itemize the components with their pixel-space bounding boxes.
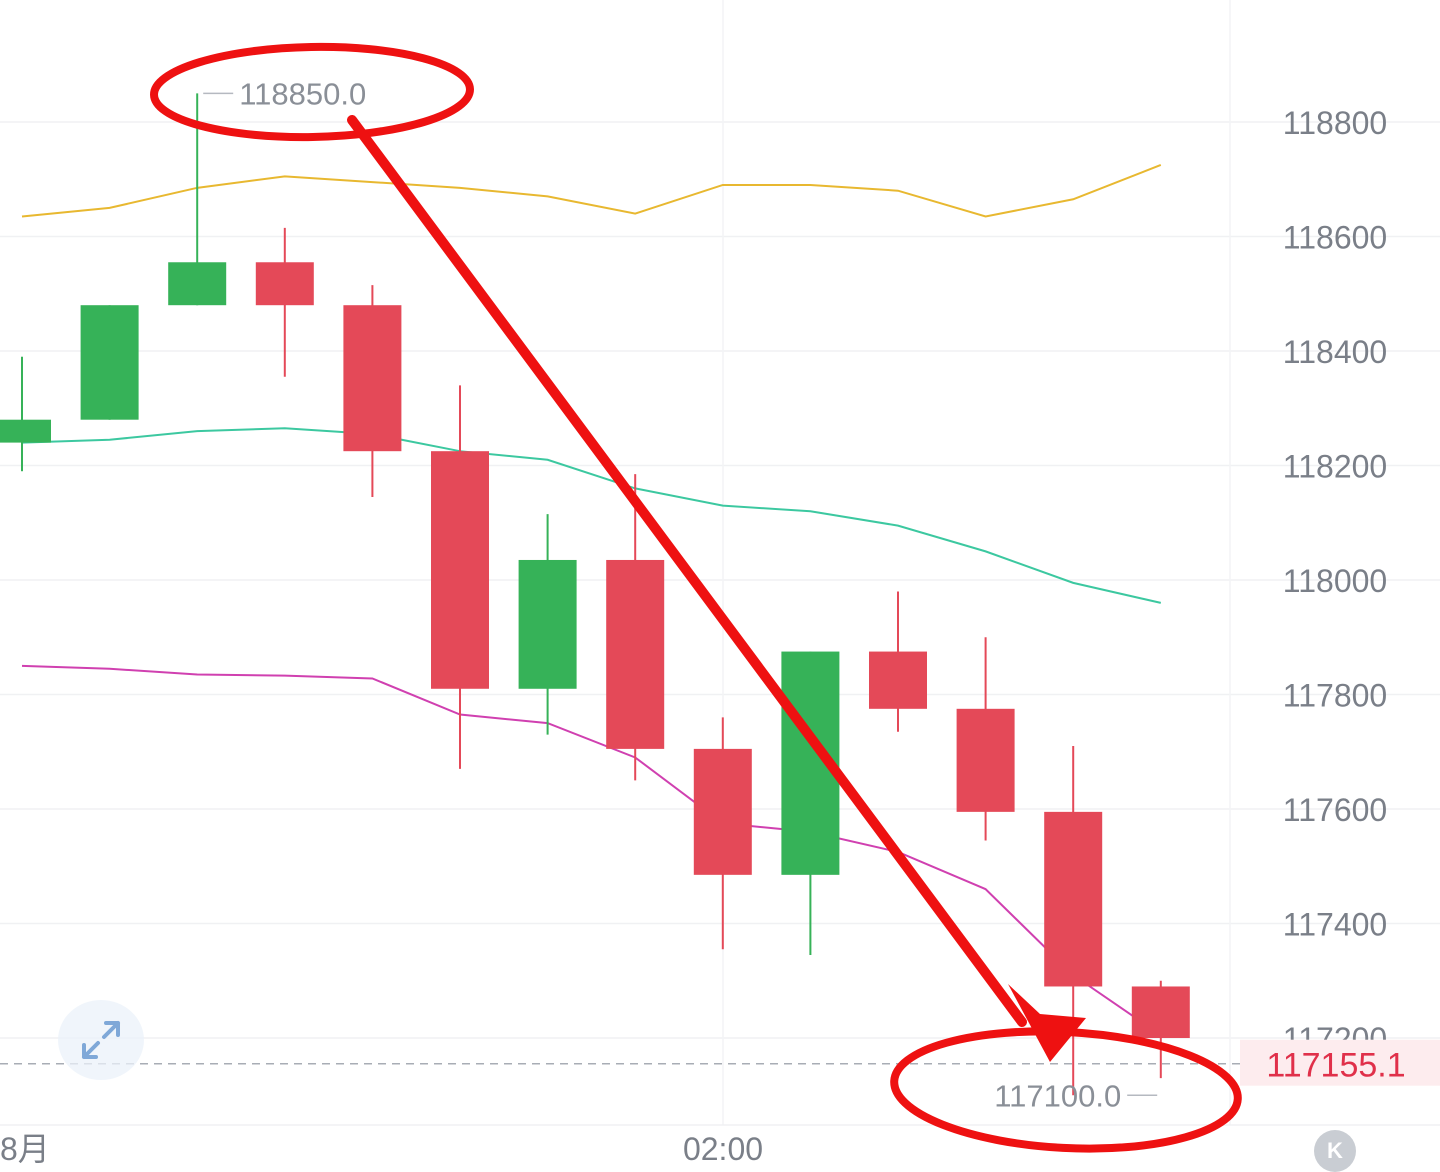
high-circle-highlight	[150, 42, 474, 142]
y-tick-label: 118200	[1283, 449, 1387, 485]
y-tick-label: 117600	[1283, 792, 1387, 828]
x-tick-label: 02:00	[683, 1131, 763, 1167]
trend-arrow-head	[1008, 984, 1086, 1062]
axis-labels: 118800 118600 118400 118200 118000 117800 1176…	[0, 105, 1387, 1167]
candle-body	[693, 748, 752, 875]
moving-average-line	[21, 427, 1162, 604]
moving-average-lines	[21, 164, 1162, 1036]
candle-body	[1131, 986, 1190, 1038]
candle-body	[255, 262, 314, 306]
y-tick-label: 118400	[1283, 334, 1387, 370]
candle-body	[518, 559, 577, 689]
candle-body	[869, 651, 927, 709]
k-toggle-icon: K	[1327, 1138, 1343, 1163]
k-toggle-button[interactable]: K	[1314, 1130, 1356, 1172]
current-price-label: 117155.1	[1266, 1047, 1405, 1085]
moving-average-line	[21, 164, 1162, 218]
y-tick-label: 118600	[1283, 220, 1387, 256]
candle-body	[343, 305, 402, 452]
current-price-tag	[1240, 1039, 1440, 1086]
grid-lines	[0, 0, 1440, 1126]
candle-body	[168, 262, 227, 306]
candle-body	[431, 451, 489, 689]
candle-body	[606, 559, 665, 749]
candle-body	[1044, 811, 1103, 987]
candle-body	[956, 708, 1015, 812]
x-tick-label: 8月	[0, 1131, 50, 1167]
candles	[0, 93, 1190, 1096]
y-tick-label: 118800	[1283, 105, 1387, 141]
candle-body	[80, 305, 139, 420]
high-price-label: 118850.0	[239, 76, 366, 111]
candle-body	[0, 419, 51, 443]
y-tick-label: 118000	[1283, 563, 1387, 599]
expand-button[interactable]	[58, 1000, 144, 1080]
low-price-label: 117100.0	[994, 1078, 1121, 1113]
trend-arrow-shaft	[347, 115, 1027, 1027]
annotations: 117155.1 118850.0 117100.0	[0, 42, 1440, 1153]
y-tick-label: 117400	[1283, 907, 1387, 943]
expand-arrows-icon	[82, 1021, 120, 1059]
y-tick-label: 117800	[1283, 678, 1387, 714]
moving-average-line	[21, 664, 1162, 1036]
